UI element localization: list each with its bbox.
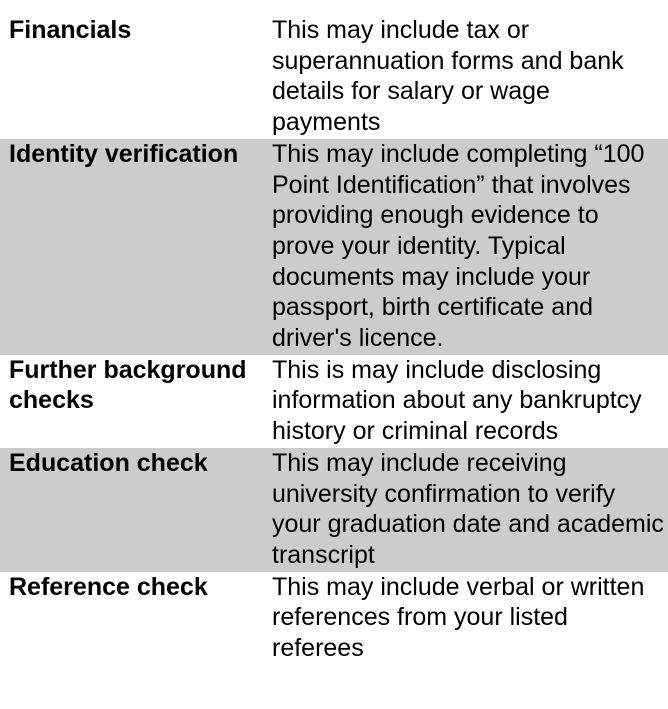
table-row-further-background-checks: Further background checks This is may in…: [0, 355, 668, 448]
row-description: This may include completing “100 Point I…: [264, 138, 668, 355]
row-term: Reference check: [9, 572, 208, 601]
row-term: Financials: [9, 16, 132, 44]
row-description: This may include tax or superannuation f…: [272, 16, 624, 137]
row-description: This may include receiving university co…: [264, 447, 668, 572]
checks-table: Financials This may include tax or super…: [0, 0, 668, 665]
table-row-education-check: Education check This may include receivi…: [0, 447, 668, 572]
row-term: Education check: [0, 447, 264, 572]
table-row-identity-verification: Identity verification This may include c…: [0, 138, 668, 355]
row-term: Identity verification: [0, 138, 264, 355]
row-term: Further background checks: [9, 355, 247, 415]
row-description: This is may include disclosing informati…: [272, 355, 642, 446]
row-description: This may include verbal or written refer…: [272, 572, 645, 663]
table-row-reference-check: Reference check This may include verbal …: [0, 572, 668, 665]
table-row-financials: Financials This may include tax or super…: [0, 0, 668, 139]
